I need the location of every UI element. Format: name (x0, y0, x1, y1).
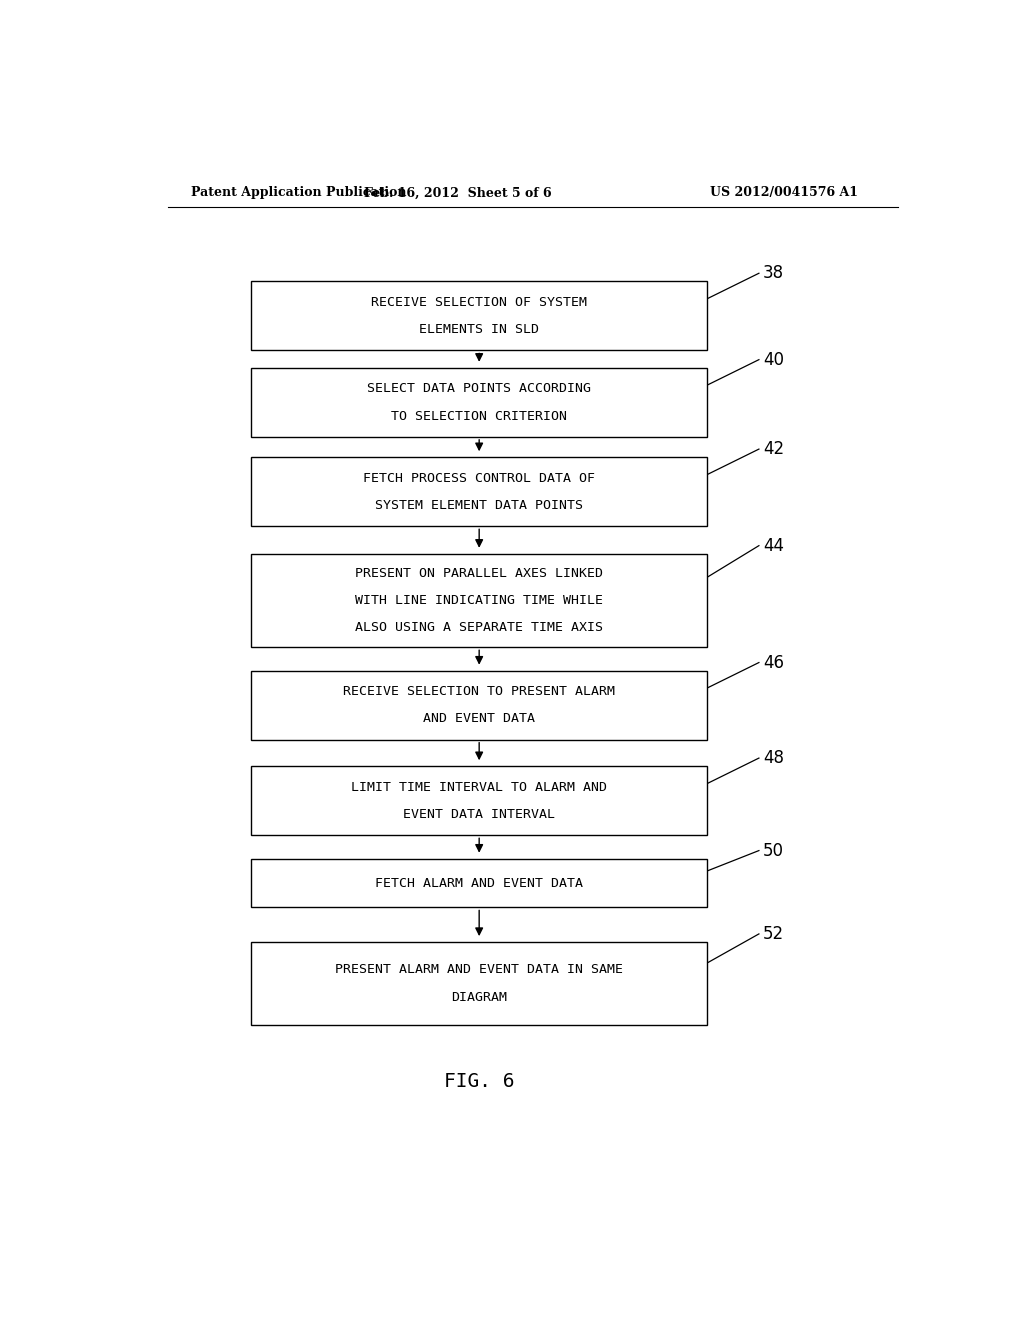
Text: 52: 52 (763, 925, 784, 942)
Text: Patent Application Publication: Patent Application Publication (191, 186, 407, 199)
Text: ALSO USING A SEPARATE TIME AXIS: ALSO USING A SEPARATE TIME AXIS (355, 622, 603, 635)
Text: Feb. 16, 2012  Sheet 5 of 6: Feb. 16, 2012 Sheet 5 of 6 (364, 186, 551, 199)
Bar (251, 671, 708, 739)
Text: FIG. 6: FIG. 6 (444, 1072, 514, 1090)
Text: PRESENT ALARM AND EVENT DATA IN SAME: PRESENT ALARM AND EVENT DATA IN SAME (335, 964, 624, 977)
Bar (251, 859, 708, 907)
Text: 46: 46 (763, 653, 784, 672)
Text: SYSTEM ELEMENT DATA POINTS: SYSTEM ELEMENT DATA POINTS (375, 499, 584, 512)
Text: ELEMENTS IN SLD: ELEMENTS IN SLD (419, 323, 540, 337)
Bar (251, 368, 708, 437)
Text: FETCH PROCESS CONTROL DATA OF: FETCH PROCESS CONTROL DATA OF (364, 471, 595, 484)
Text: WITH LINE INDICATING TIME WHILE: WITH LINE INDICATING TIME WHILE (355, 594, 603, 607)
Text: 48: 48 (763, 748, 784, 767)
Text: SELECT DATA POINTS ACCORDING: SELECT DATA POINTS ACCORDING (368, 381, 591, 395)
Bar (251, 942, 708, 1026)
Text: PRESENT ON PARALLEL AXES LINKED: PRESENT ON PARALLEL AXES LINKED (355, 566, 603, 579)
Text: 42: 42 (763, 440, 784, 458)
Text: 38: 38 (763, 264, 784, 282)
Text: 40: 40 (763, 351, 784, 368)
Bar (251, 457, 708, 527)
Text: AND EVENT DATA: AND EVENT DATA (423, 713, 536, 726)
Text: US 2012/0041576 A1: US 2012/0041576 A1 (710, 186, 858, 199)
Text: RECEIVE SELECTION OF SYSTEM: RECEIVE SELECTION OF SYSTEM (371, 296, 587, 309)
Bar (251, 554, 708, 647)
Text: FETCH ALARM AND EVENT DATA: FETCH ALARM AND EVENT DATA (375, 876, 584, 890)
Text: DIAGRAM: DIAGRAM (452, 991, 507, 1005)
Text: 44: 44 (763, 537, 784, 554)
Text: RECEIVE SELECTION TO PRESENT ALARM: RECEIVE SELECTION TO PRESENT ALARM (343, 685, 615, 698)
Text: TO SELECTION CRITERION: TO SELECTION CRITERION (391, 409, 567, 422)
Text: EVENT DATA INTERVAL: EVENT DATA INTERVAL (403, 808, 555, 821)
Bar (251, 766, 708, 836)
Bar (251, 281, 708, 351)
Text: LIMIT TIME INTERVAL TO ALARM AND: LIMIT TIME INTERVAL TO ALARM AND (351, 780, 607, 793)
Text: 50: 50 (763, 842, 784, 859)
